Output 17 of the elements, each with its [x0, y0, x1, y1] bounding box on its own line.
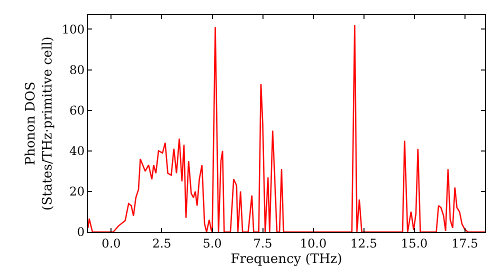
y-tick-label: 80: [69, 62, 85, 77]
y-tick-label: 60: [69, 104, 85, 118]
x-tick-label: 0.0: [102, 236, 121, 250]
x-tick-label: 15.0: [400, 236, 428, 250]
x-tick-label: 12.5: [350, 236, 378, 250]
x-axis-title: Frequency (THz): [230, 252, 342, 267]
x-tick-label: 17.5: [451, 236, 478, 250]
x-tick-label: 5.0: [202, 236, 222, 250]
y-tick-label: 20: [69, 184, 85, 199]
x-tick-label: 7.5: [253, 236, 272, 250]
x-tick-label: 10.0: [300, 236, 327, 250]
x-tick-label: 2.5: [152, 236, 172, 250]
line-series: [88, 24, 485, 232]
y-tick-label: 40: [69, 144, 85, 158]
y-axis-title: Phonon DOS (States/THz·primitive cell): [24, 36, 56, 211]
y-tick-label: 0: [76, 225, 85, 240]
y-tick-label: 100: [62, 22, 85, 36]
